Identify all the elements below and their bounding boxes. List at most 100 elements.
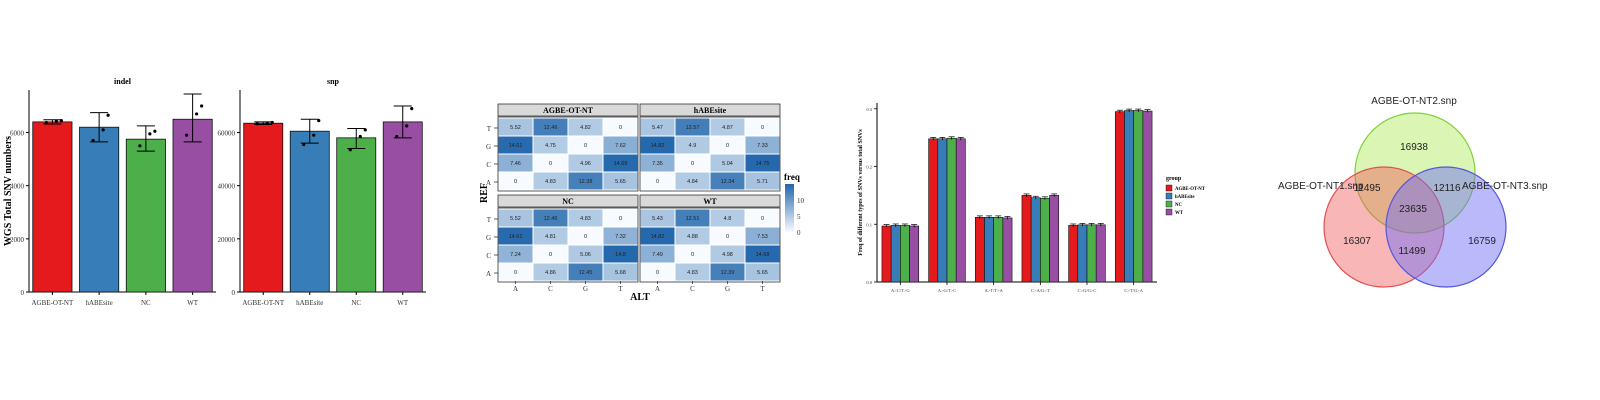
heatmap-cell [498, 154, 533, 172]
cell-value: 0 [761, 125, 764, 131]
cell-value: 0 [549, 161, 552, 167]
bar-habesite-0 [890, 225, 901, 283]
data-point [312, 133, 316, 137]
heatmap-cell [568, 118, 603, 136]
facet-strip [639, 103, 781, 117]
bar-nc-2 [993, 217, 1004, 283]
cell-value: 7.49 [652, 252, 663, 258]
bar-wt-3 [1049, 195, 1060, 283]
heatmap-cell [568, 209, 603, 227]
cell-value: 7.33 [757, 143, 768, 149]
x-tick-label: T [618, 285, 623, 293]
bar-wt [382, 121, 423, 293]
bar-nc-5 [1133, 110, 1144, 283]
cell-value: 5.68 [615, 270, 626, 276]
heatmap-cell [498, 118, 533, 136]
cell-value: 12.51 [686, 216, 700, 222]
cell-value: 14.61 [509, 234, 523, 240]
facet-label: AGBE-OT-NT [543, 106, 594, 115]
cell-value: 14.68 [756, 252, 770, 258]
cell-value: 5.52 [510, 125, 521, 131]
cell-value: 0 [726, 234, 729, 240]
chart-title: snp [327, 77, 340, 86]
heatmap-cell [640, 227, 675, 245]
heatmap-cell [568, 172, 603, 190]
heatmap-cell [640, 209, 675, 227]
heatmap-cell [603, 118, 638, 136]
venn-count-all: 23635 [1399, 204, 1427, 215]
heatmap-cell [745, 118, 780, 136]
bar-habesite-3 [1030, 197, 1041, 283]
heatmap-cell [640, 118, 675, 136]
cell-value: 0 [584, 143, 587, 149]
heatmap-cell [675, 209, 710, 227]
cell-value: 0 [584, 234, 587, 240]
cell-value: 0 [514, 270, 517, 276]
bar-nc [125, 138, 166, 293]
cell-value: 4.8 [724, 216, 732, 222]
cell-value: 5.06 [580, 252, 591, 258]
legend-entry: hABEsite [1175, 195, 1194, 200]
venn-count-only-nt1: 16307 [1343, 236, 1371, 247]
data-point [148, 132, 152, 136]
cell-value: 0 [691, 252, 694, 258]
cell-value: 5.47 [652, 125, 663, 131]
y-tick-label: 6000 [10, 130, 25, 138]
heatmap-cell [603, 172, 638, 190]
heatmap-cell [710, 118, 745, 136]
facet-label: hABEsite [694, 106, 727, 115]
bar-agbe-ot-nt-3 [1021, 195, 1032, 283]
x-tick-label: A [513, 285, 518, 293]
cell-value: 7.32 [615, 234, 626, 240]
venn-count-nt1-nt2: 11495 [1353, 183, 1381, 194]
cell-value: 4.86 [545, 270, 556, 276]
bar-nc-0 [900, 225, 910, 283]
x-tick-label: G [583, 285, 588, 293]
x-tick-label: A>C/T>G [891, 288, 910, 293]
cell-value: 4.83 [545, 179, 556, 185]
heatmap-cell [675, 136, 710, 154]
data-point [348, 148, 352, 152]
y-tick-label: 20000 [218, 236, 236, 244]
heatmap-cell [498, 209, 533, 227]
cell-value: 5.65 [757, 270, 768, 276]
heatmap-cell [710, 209, 745, 227]
cell-value: 5.43 [652, 216, 663, 222]
bar-habesite-5 [1124, 110, 1134, 283]
legend-entry: WT [1175, 211, 1184, 216]
data-point [410, 107, 414, 111]
x-tick-label: WT [397, 299, 409, 307]
y-tick-label: C [486, 161, 491, 169]
heatmap-cell [533, 118, 568, 136]
cell-value: 14.82 [651, 143, 665, 149]
heatmap-cell [640, 245, 675, 263]
legend-tick-label: 0 [797, 229, 801, 237]
heatmap-cell [498, 172, 533, 190]
data-point [302, 142, 306, 147]
heatmap-cell [568, 227, 603, 245]
cell-value: 4.75 [545, 143, 556, 149]
cell-value: 0 [726, 143, 729, 149]
data-point [91, 138, 95, 143]
set-label-nt1: AGBE-OT-NT1.snp [1278, 181, 1364, 192]
cell-value: 0 [619, 125, 622, 131]
heatmap-cell [568, 154, 603, 172]
y-tick-label: A [486, 179, 491, 187]
heatmap-cell [603, 209, 638, 227]
heatmap-cell [568, 245, 603, 263]
heatmap-cell [745, 154, 780, 172]
y-tick-label: C [486, 252, 491, 260]
heatmap-cell [533, 154, 568, 172]
venn-circle-nt2 [1354, 112, 1476, 234]
cell-value: 12.38 [579, 179, 593, 185]
cell-value: 4.83 [580, 216, 591, 222]
bar-wt-2 [1002, 217, 1013, 283]
cell-value: 4.84 [687, 179, 698, 185]
data-point [405, 124, 409, 128]
cell-value: 4.82 [580, 125, 591, 131]
data-point [44, 120, 48, 125]
cell-value: 5.52 [510, 216, 521, 222]
data-point [59, 118, 63, 123]
heatmap-cell [710, 245, 745, 263]
